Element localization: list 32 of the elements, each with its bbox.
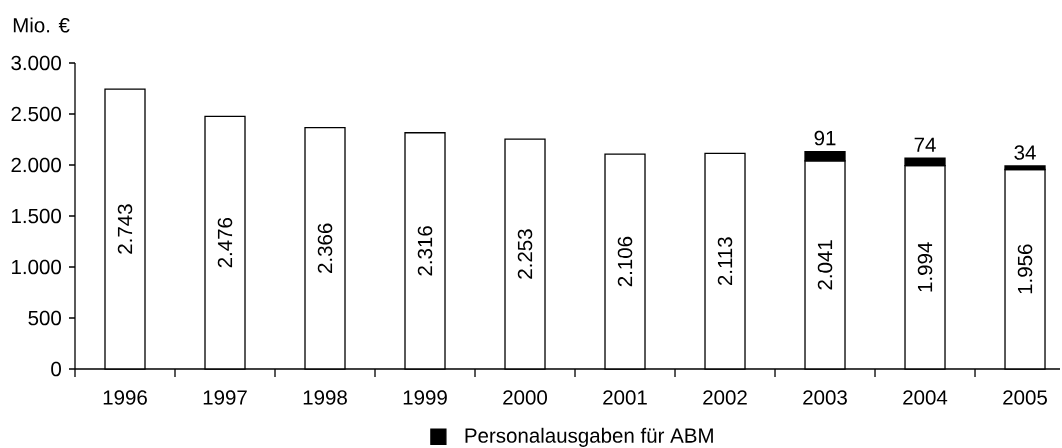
x-tick-label: 1997 — [203, 390, 247, 405]
x-tick-label: 1999 — [403, 390, 447, 405]
data-label: 2.253 — [517, 229, 533, 279]
data-label: 1.994 — [917, 242, 933, 292]
data-label: 1.956 — [1017, 244, 1033, 294]
data-label: 2.041 — [817, 240, 833, 290]
y-tick-label: 2.000 — [11, 157, 61, 173]
y-tick-label: 500 — [28, 310, 61, 326]
y-tick-label: 2.500 — [11, 106, 61, 122]
x-tick-label: 2004 — [903, 390, 948, 405]
y-tick-label: 0 — [51, 361, 61, 377]
y-axis-title: Mio. € — [13, 17, 70, 33]
x-tick-label: 2002 — [703, 390, 747, 405]
y-tick-label: 3.000 — [11, 55, 61, 71]
data-label: 34 — [1014, 145, 1036, 160]
x-tick-label: 2005 — [1003, 390, 1047, 405]
x-tick-label: 2000 — [503, 390, 547, 405]
y-tick-label: 1.000 — [12, 259, 61, 275]
x-tick-label: 2003 — [803, 390, 847, 405]
legend-label: Personalausgaben für ABM — [465, 427, 713, 447]
data-label: 2.366 — [317, 223, 333, 273]
data-label: 2.106 — [617, 236, 633, 287]
data-label: 2.743 — [117, 204, 133, 254]
x-tick-label: 1998 — [303, 390, 347, 405]
x-tick-label: 2001 — [603, 390, 647, 405]
data-label: 2.316 — [417, 226, 433, 276]
y-tick-label: 1.500 — [12, 208, 61, 224]
data-label: 2.476 — [217, 217, 233, 268]
x-tick-label: 1996 — [103, 390, 147, 405]
data-label: 91 — [814, 130, 836, 146]
data-label: 2.113 — [717, 237, 733, 286]
data-label: 74 — [914, 137, 936, 152]
